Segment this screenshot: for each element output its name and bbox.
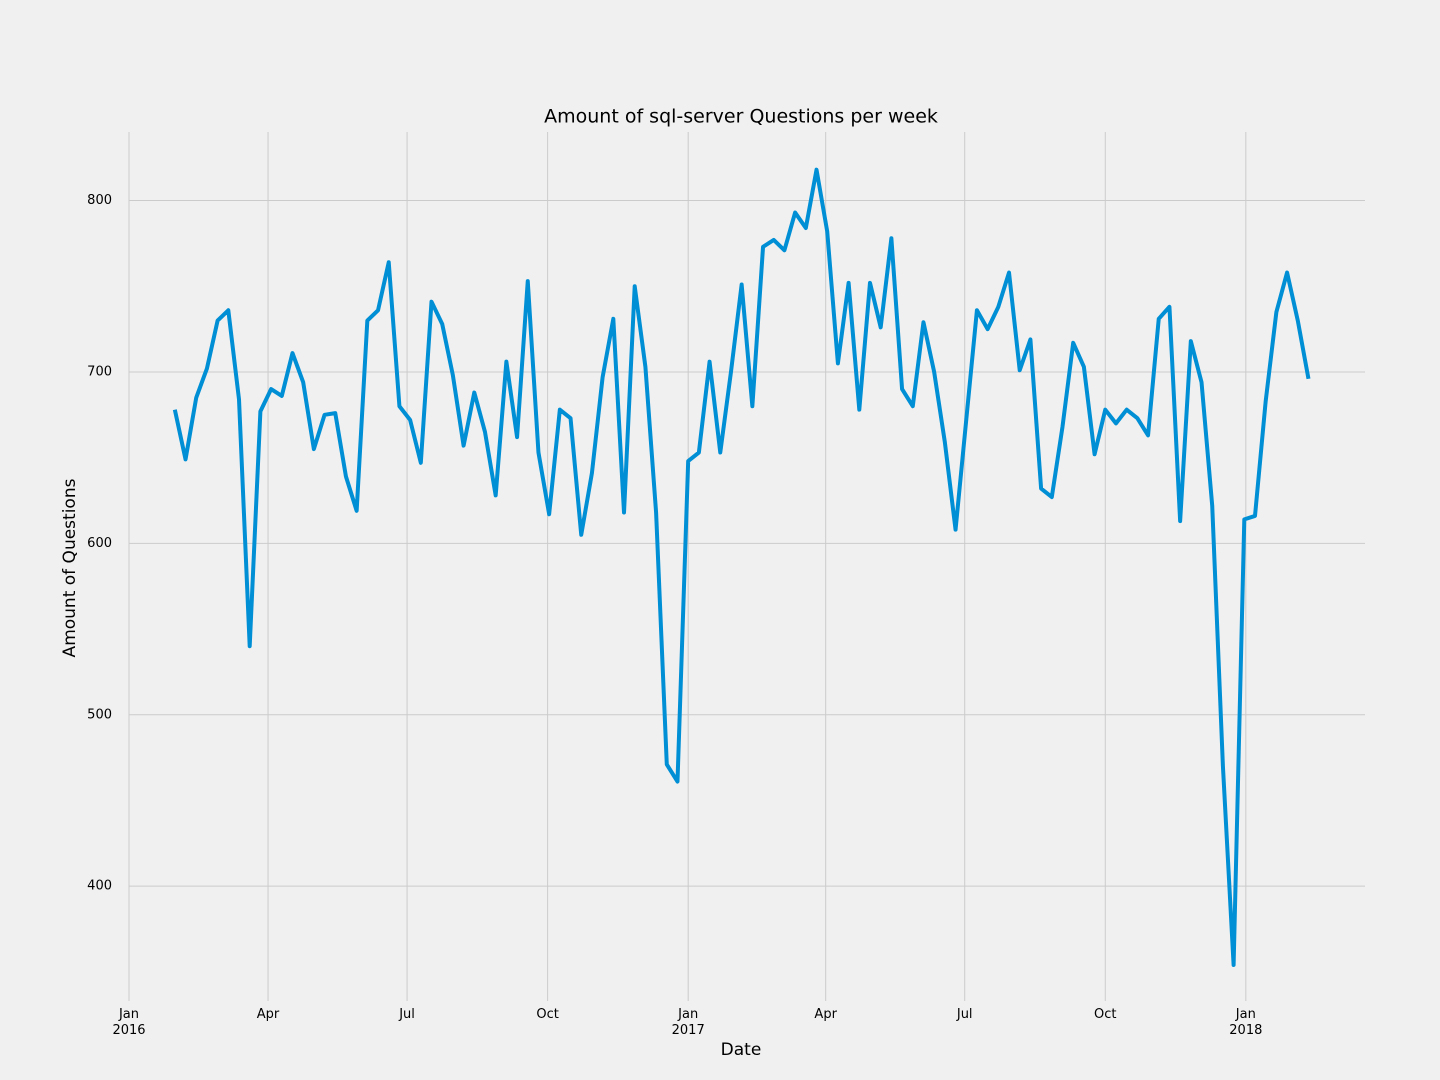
- x-tick-label: Jul: [399, 1007, 415, 1022]
- data-line: [172, 167, 1311, 968]
- y-tick-label: 600: [87, 536, 112, 551]
- x-tick-label: Oct: [536, 1007, 559, 1022]
- y-tick-label: 500: [87, 707, 112, 722]
- y-tick-label: 400: [87, 879, 112, 894]
- x-axis-label: Date: [721, 1040, 762, 1060]
- y-tick-label: 700: [87, 364, 112, 379]
- y-axis-label: Amount of Questions: [60, 478, 80, 657]
- x-tick-label: Jan 2016: [112, 1007, 146, 1038]
- x-tick-label: Oct: [1094, 1007, 1117, 1022]
- x-tick-label: Apr: [814, 1007, 837, 1022]
- y-tick-label: 800: [87, 193, 112, 208]
- x-tick-label: Apr: [256, 1007, 280, 1022]
- chart-title: Amount of sql-server Questions per week: [544, 106, 938, 128]
- x-tick-label: Jan 2018: [1229, 1007, 1263, 1038]
- x-tick-label: Jan 2017: [671, 1007, 705, 1038]
- x-tick-label: Jul: [956, 1007, 973, 1022]
